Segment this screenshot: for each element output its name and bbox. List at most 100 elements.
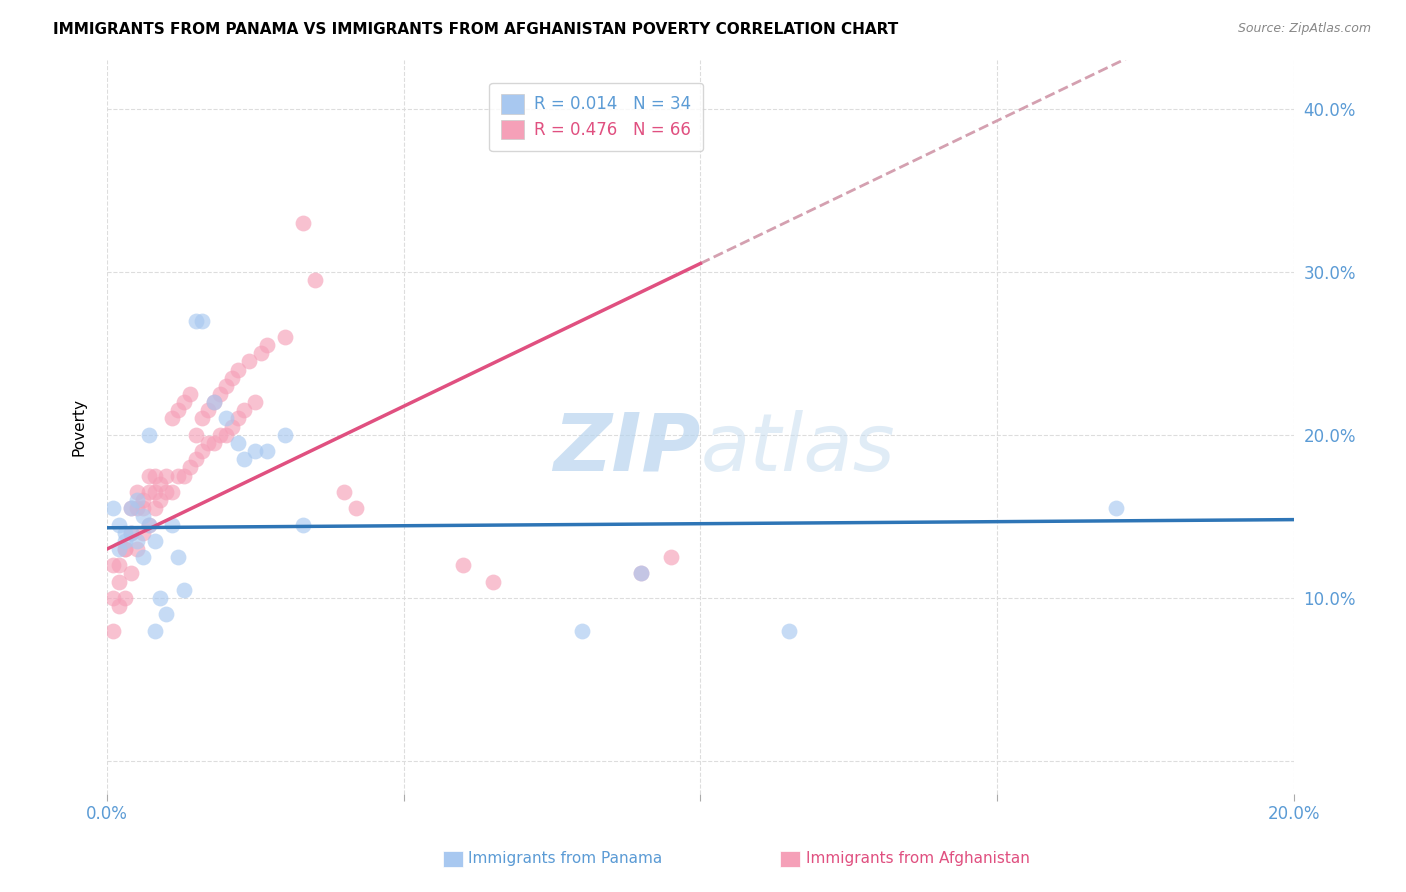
Point <box>108 574 131 589</box>
Point <box>149 591 172 605</box>
Point <box>167 403 190 417</box>
Point <box>221 370 243 384</box>
Point <box>114 541 136 556</box>
Point <box>202 395 225 409</box>
Point <box>120 566 142 581</box>
Point <box>1104 501 1126 516</box>
Point <box>197 403 219 417</box>
Point <box>173 582 195 597</box>
Text: Source: ZipAtlas.com: Source: ZipAtlas.com <box>1237 22 1371 36</box>
Point <box>131 501 153 516</box>
Point <box>143 484 166 499</box>
Point <box>256 338 278 352</box>
Point <box>274 427 297 442</box>
Point <box>114 533 136 548</box>
Point <box>101 591 124 605</box>
Point <box>191 313 214 327</box>
Point <box>451 558 474 573</box>
Point <box>184 427 207 442</box>
Point <box>114 525 136 540</box>
Point <box>215 379 238 393</box>
Point <box>304 273 326 287</box>
Point <box>221 419 243 434</box>
Point <box>149 493 172 508</box>
Point <box>120 525 142 540</box>
Point <box>630 566 652 581</box>
Point <box>108 517 131 532</box>
Point <box>274 330 297 344</box>
Point <box>162 517 184 532</box>
Point <box>179 460 201 475</box>
Point <box>125 533 148 548</box>
Point <box>108 541 131 556</box>
Point <box>481 574 503 589</box>
Text: IMMIGRANTS FROM PANAMA VS IMMIGRANTS FROM AFGHANISTAN POVERTY CORRELATION CHART: IMMIGRANTS FROM PANAMA VS IMMIGRANTS FRO… <box>53 22 898 37</box>
Point <box>131 493 153 508</box>
Point <box>114 541 136 556</box>
Point <box>143 501 166 516</box>
Point <box>208 427 231 442</box>
Point <box>630 566 652 581</box>
Point <box>208 387 231 401</box>
Point <box>659 550 682 565</box>
Point <box>291 216 314 230</box>
Point <box>120 501 142 516</box>
Point <box>101 558 124 573</box>
Point <box>125 484 148 499</box>
Point <box>256 444 278 458</box>
Point <box>184 452 207 467</box>
Point <box>162 484 184 499</box>
Point <box>226 362 249 376</box>
Point <box>197 436 219 450</box>
Point <box>108 599 131 613</box>
Point <box>138 427 160 442</box>
Text: ZIP: ZIP <box>553 409 700 488</box>
Point <box>778 624 800 638</box>
Point <box>131 525 153 540</box>
Point <box>138 468 160 483</box>
Point <box>250 346 273 360</box>
Point <box>120 525 142 540</box>
Text: Immigrants from Afghanistan: Immigrants from Afghanistan <box>806 852 1029 866</box>
Point <box>184 313 207 327</box>
Point <box>226 436 249 450</box>
Point <box>125 541 148 556</box>
Point <box>571 624 593 638</box>
Point <box>143 468 166 483</box>
Point <box>114 591 136 605</box>
Point <box>191 411 214 425</box>
Point <box>155 468 177 483</box>
Point <box>215 427 238 442</box>
Point <box>291 517 314 532</box>
Y-axis label: Poverty: Poverty <box>72 398 86 456</box>
Point <box>149 476 172 491</box>
Point <box>202 395 225 409</box>
Point <box>344 501 367 516</box>
Point <box>232 452 254 467</box>
Text: Immigrants from Panama: Immigrants from Panama <box>468 852 662 866</box>
Point <box>226 411 249 425</box>
Point <box>125 501 148 516</box>
Point <box>120 501 142 516</box>
Point <box>101 624 124 638</box>
Point <box>138 484 160 499</box>
Point <box>245 395 267 409</box>
Point <box>155 484 177 499</box>
Point <box>179 387 201 401</box>
Point <box>101 501 124 516</box>
Point <box>173 468 195 483</box>
Point <box>131 550 153 565</box>
Point <box>138 517 160 532</box>
Point <box>167 468 190 483</box>
Point <box>131 509 153 524</box>
Point <box>202 436 225 450</box>
Point <box>215 411 238 425</box>
Point <box>245 444 267 458</box>
Point <box>143 533 166 548</box>
Point <box>155 607 177 622</box>
Point <box>125 493 148 508</box>
Point <box>108 558 131 573</box>
Point <box>173 395 195 409</box>
Point <box>238 354 260 368</box>
Legend: R = 0.014   N = 34, R = 0.476   N = 66: R = 0.014 N = 34, R = 0.476 N = 66 <box>489 83 703 151</box>
